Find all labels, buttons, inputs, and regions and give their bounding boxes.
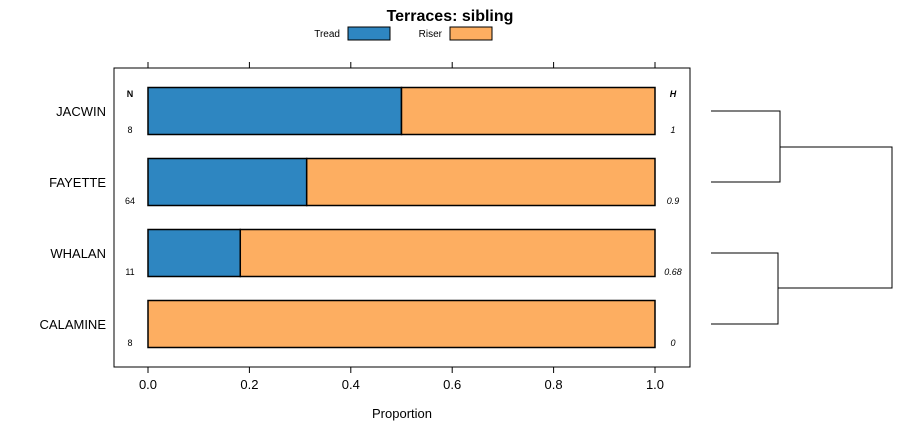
legend-label-tread: Tread bbox=[314, 29, 340, 40]
category-label: JACWIN bbox=[56, 104, 106, 119]
bar-riser-calamine bbox=[147, 299, 656, 349]
category-label: CALAMINE bbox=[40, 317, 107, 332]
n-column-header: N bbox=[127, 89, 134, 99]
x-tick-label: 0.6 bbox=[443, 377, 461, 392]
chart-title: Terraces: sibling bbox=[387, 8, 514, 25]
legend-swatch-riser bbox=[449, 26, 493, 41]
n-value: 8 bbox=[127, 338, 132, 348]
legend-swatch-tread bbox=[347, 26, 391, 41]
x-tick-label: 1.0 bbox=[646, 377, 664, 392]
bar-tread-jacwin bbox=[147, 86, 403, 136]
bar-riser-fayette bbox=[305, 157, 656, 207]
h-value: 0.9 bbox=[667, 196, 680, 206]
x-tick-label: 0.4 bbox=[342, 377, 360, 392]
n-value: 11 bbox=[125, 267, 134, 277]
bar-riser-jacwin bbox=[400, 86, 656, 136]
h-value: 0.68 bbox=[664, 267, 682, 277]
n-value: 8 bbox=[127, 125, 132, 135]
plot-panel bbox=[113, 67, 691, 368]
x-axis-label: Proportion bbox=[372, 406, 432, 421]
category-label: WHALAN bbox=[50, 246, 106, 261]
bar-tread-fayette bbox=[147, 157, 308, 207]
dendrogram-branch-jacwin-fayette bbox=[711, 110, 781, 183]
legend: Tread Riser bbox=[314, 26, 493, 41]
x-tick-label: 0.0 bbox=[139, 377, 157, 392]
n-value: 64 bbox=[125, 196, 135, 206]
bar-tread-whalan bbox=[147, 228, 242, 278]
dendrogram bbox=[711, 110, 893, 325]
category-label: FAYETTE bbox=[49, 175, 106, 190]
bar-riser-whalan bbox=[239, 228, 656, 278]
x-tick-label: 0.2 bbox=[240, 377, 258, 392]
dendrogram-branch-root bbox=[778, 146, 893, 289]
h-value: 0 bbox=[670, 338, 675, 348]
dendrogram-branch-whalan-calamine bbox=[711, 252, 779, 325]
x-tick-label: 0.8 bbox=[545, 377, 563, 392]
legend-label-riser: Riser bbox=[419, 29, 443, 40]
h-value: 1 bbox=[670, 125, 675, 135]
h-column-header: H bbox=[670, 89, 677, 99]
